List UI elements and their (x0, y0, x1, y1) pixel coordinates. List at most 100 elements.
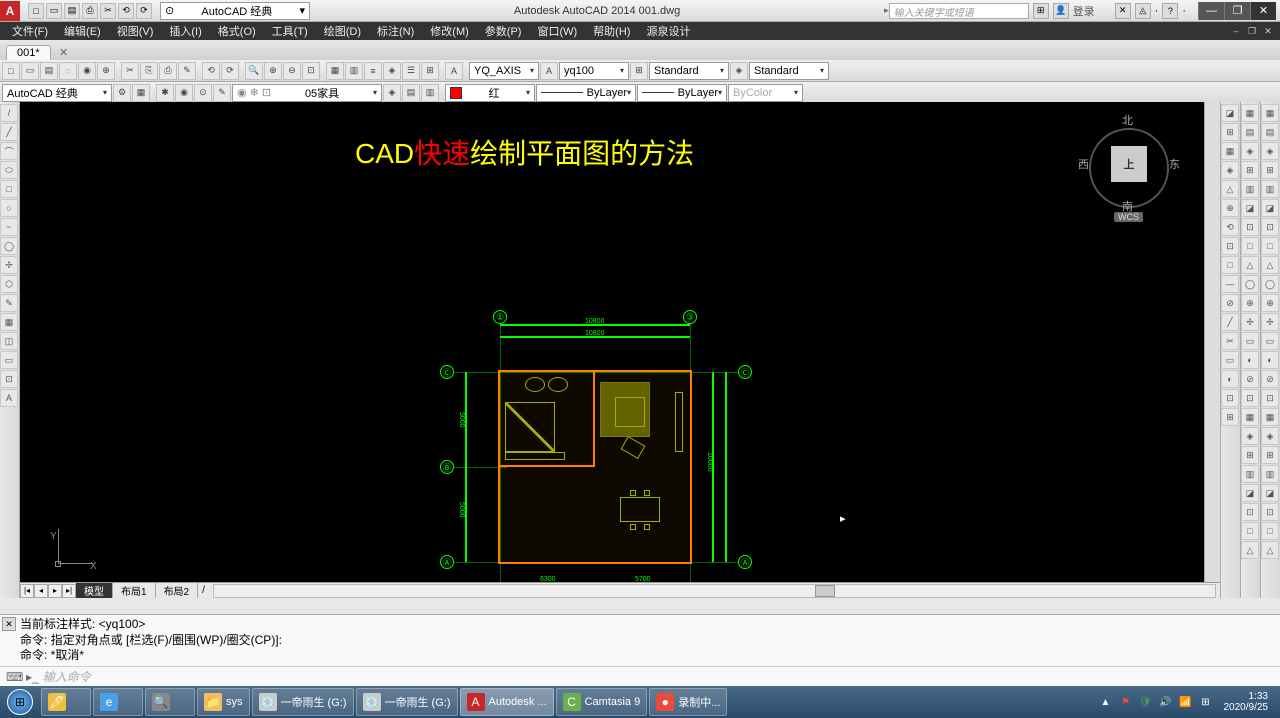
extra-tool-btn[interactable]: ▦ (1261, 104, 1279, 122)
extra-tool-btn[interactable]: □ (1261, 522, 1279, 540)
extra-tool-btn[interactable]: ◪ (1261, 199, 1279, 217)
file-tab-close-icon[interactable]: ✕ (55, 44, 73, 60)
minimize-button[interactable]: — (1198, 2, 1224, 20)
extra-tool-btn[interactable]: ◈ (1261, 427, 1279, 445)
extra-tool-btn[interactable]: ▦ (1241, 408, 1259, 426)
extra-tool-btn[interactable]: ◈ (1241, 142, 1259, 160)
extra-tool-btn[interactable]: ◪ (1241, 199, 1259, 217)
extra-tool-btn[interactable]: ✢ (1261, 313, 1279, 331)
drawing-canvas[interactable]: CAD快速绘制平面图的方法 ① ③ ① ② (20, 102, 1204, 582)
menu-draw[interactable]: 绘图(D) (316, 23, 369, 39)
tb-btn[interactable]: ⊕ (97, 62, 115, 80)
tray-icon[interactable]: ⚑ (1118, 694, 1134, 710)
tb-undo-icon[interactable]: ⟲ (202, 62, 220, 80)
tb-btn[interactable]: ▥ (421, 84, 439, 102)
infocenter-icon[interactable]: ⊞ (1033, 3, 1049, 19)
menu-parametric[interactable]: 参数(P) (477, 23, 530, 39)
vc-face[interactable]: 上 (1111, 146, 1147, 182)
tb-copy-icon[interactable]: ⎘ (140, 62, 158, 80)
command-input-row[interactable]: ⌨ ▸_ 输入命令 (0, 666, 1280, 686)
extra-tool-btn[interactable]: ◯ (1261, 275, 1279, 293)
modify-tool-btn[interactable]: ⊞ (1221, 408, 1239, 426)
dimstyle-combo[interactable]: yq100▾ (559, 62, 629, 80)
color-combo[interactable]: 红▾ (445, 84, 535, 102)
extra-tool-btn[interactable]: ▥ (1261, 180, 1279, 198)
workspace-selector[interactable]: ⊙AutoCAD 经典▾ (160, 2, 310, 20)
taskbar-clock[interactable]: 1:33 2020/9/25 (1218, 691, 1275, 713)
extra-tool-btn[interactable]: ⊕ (1241, 294, 1259, 312)
textstyle-combo[interactable]: YQ_AXIS▾ (469, 62, 539, 80)
tablestyle-combo[interactable]: Standard▾ (649, 62, 729, 80)
extra-tool-btn[interactable]: ▭ (1241, 332, 1259, 350)
vc-wcs-label[interactable]: WCS (1114, 212, 1143, 222)
draw-tool-btn[interactable]: ╱ (0, 123, 18, 141)
horizontal-scrollbar[interactable] (213, 584, 1216, 598)
extra-tool-btn[interactable]: ⊞ (1261, 161, 1279, 179)
extra-tool-btn[interactable]: ⊡ (1241, 503, 1259, 521)
modify-tool-btn[interactable]: ◐ (1221, 370, 1239, 388)
modify-tool-btn[interactable]: ⊞ (1221, 123, 1239, 141)
login-label[interactable]: 登录 (1073, 3, 1095, 19)
tb-btn[interactable]: ⚙ (113, 84, 131, 102)
plotstyle-combo[interactable]: ByColor▾ (728, 84, 803, 102)
modify-tool-btn[interactable]: ⊡ (1221, 237, 1239, 255)
extra-tool-btn[interactable]: △ (1261, 256, 1279, 274)
tb-btn[interactable]: ✱ (156, 84, 174, 102)
layout-tab-1[interactable]: 布局1 (113, 583, 156, 598)
extra-tool-btn[interactable]: ⊡ (1261, 218, 1279, 236)
tray-network-icon[interactable]: 📶 (1178, 694, 1194, 710)
doc-close-button[interactable]: ✕ (1260, 24, 1276, 38)
exchange-icon[interactable]: ✕ (1115, 3, 1131, 19)
menu-view[interactable]: 视图(V) (109, 23, 162, 39)
extra-tool-btn[interactable]: ▥ (1261, 465, 1279, 483)
draw-tool-btn[interactable]: ✎ (0, 294, 18, 312)
draw-tool-btn[interactable]: ◫ (0, 332, 18, 350)
taskbar-item[interactable]: 💿一帝雨生 (G:) (356, 688, 458, 716)
modify-tool-btn[interactable]: ⊡ (1221, 389, 1239, 407)
extra-tool-btn[interactable]: △ (1241, 256, 1259, 274)
menu-window[interactable]: 窗口(W) (529, 23, 585, 39)
menu-help[interactable]: 帮助(H) (585, 23, 638, 39)
menu-tools[interactable]: 工具(T) (264, 23, 316, 39)
modify-tool-btn[interactable]: ✂ (1221, 332, 1239, 350)
tb-zoomext-icon[interactable]: ⊡ (302, 62, 320, 80)
extra-tool-btn[interactable]: ◈ (1261, 142, 1279, 160)
taskbar-item[interactable]: 💿一帝雨生 (G:) (252, 688, 354, 716)
vertical-scrollbar[interactable] (1204, 102, 1220, 582)
draw-tool-btn[interactable]: ⌒ (0, 142, 18, 160)
menu-file[interactable]: 文件(F) (4, 23, 56, 39)
draw-tool-btn[interactable]: A (0, 389, 18, 407)
extra-tool-btn[interactable]: ⊕ (1261, 294, 1279, 312)
tb-btn[interactable]: ⊞ (421, 62, 439, 80)
help-icon[interactable]: ? (1162, 3, 1178, 19)
tb-btn[interactable]: ≡ (364, 62, 382, 80)
extra-tool-btn[interactable]: □ (1241, 237, 1259, 255)
mleader-combo[interactable]: Standard▾ (749, 62, 829, 80)
extra-tool-btn[interactable]: □ (1241, 522, 1259, 540)
tb-match-icon[interactable]: ✎ (178, 62, 196, 80)
draw-tool-btn[interactable]: ~ (0, 218, 18, 236)
taskbar-item[interactable]: 🖊 (41, 688, 91, 716)
layout-tab-model[interactable]: 模型 (76, 583, 113, 598)
draw-tool-btn[interactable]: ○ (0, 199, 18, 217)
qat-btn[interactable]: ✂ (100, 3, 116, 19)
draw-tool-btn[interactable]: ⬡ (0, 275, 18, 293)
tb-new-icon[interactable]: □ (2, 62, 20, 80)
extra-tool-btn[interactable]: ◯ (1241, 275, 1259, 293)
tb-btn[interactable]: ◌ (59, 62, 77, 80)
extra-tool-btn[interactable]: ⊘ (1261, 370, 1279, 388)
modify-tool-btn[interactable]: ⊘ (1221, 294, 1239, 312)
tb-btn[interactable]: ▥ (345, 62, 363, 80)
modify-tool-btn[interactable]: ◪ (1221, 104, 1239, 122)
lineweight-combo[interactable]: ByLayer▾ (637, 84, 727, 102)
draw-tool-btn[interactable]: ▦ (0, 313, 18, 331)
modify-tool-btn[interactable]: ◈ (1221, 161, 1239, 179)
tb-btn[interactable]: ◉ (175, 84, 193, 102)
modify-tool-btn[interactable]: △ (1221, 180, 1239, 198)
linetype-combo[interactable]: ByLayer▾ (536, 84, 636, 102)
tray-icon[interactable]: 🛡 (1138, 694, 1154, 710)
extra-tool-btn[interactable]: ⊞ (1261, 446, 1279, 464)
taskbar-item[interactable]: ●录制中... (649, 688, 727, 716)
tray-volume-icon[interactable]: 🔊 (1158, 694, 1174, 710)
draw-tool-btn[interactable]: ◯ (0, 237, 18, 255)
